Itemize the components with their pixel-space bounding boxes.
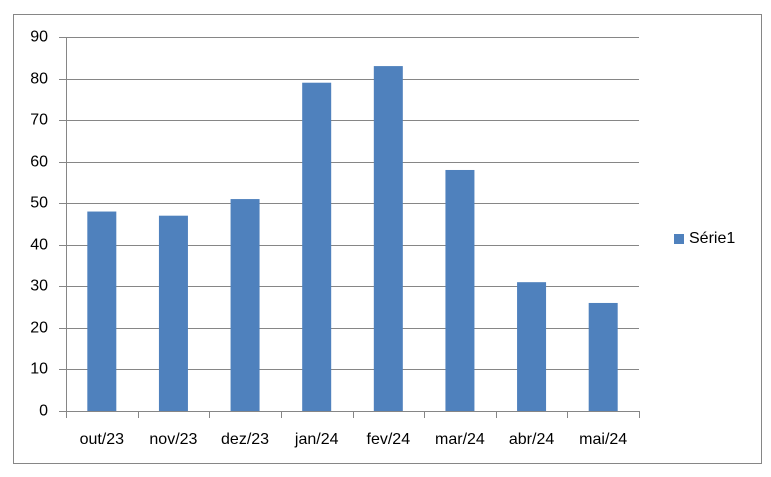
bar [302,82,332,411]
y-tick-label: 70 [30,112,48,129]
legend-swatch [674,234,684,244]
y-tick-label: 60 [30,154,48,171]
y-tick-label: 80 [30,71,48,88]
bar [87,211,117,411]
x-tick-label: nov/23 [149,431,197,448]
x-tick-label: fev/24 [367,431,411,448]
x-tick-label: out/23 [80,431,125,448]
bar [373,66,403,411]
x-tick-label: mai/24 [579,431,627,448]
y-tick-label: 20 [30,320,48,337]
x-tick-label: mar/24 [435,431,485,448]
bar [230,199,260,411]
legend-label: Série1 [689,230,735,247]
y-tick-label: 40 [30,237,48,254]
bar [445,169,475,411]
y-tick-label: 10 [30,361,48,378]
y-tick-label: 90 [30,29,48,46]
bar [517,282,547,411]
x-tick-label: jan/24 [294,431,339,448]
y-tick-label: 30 [30,278,48,295]
y-tick-label: 0 [39,403,48,420]
bar [158,215,188,411]
x-tick-label: dez/23 [221,431,269,448]
bar [588,302,618,411]
y-tick-label: 50 [30,195,48,212]
x-tick-label: abr/24 [509,431,554,448]
